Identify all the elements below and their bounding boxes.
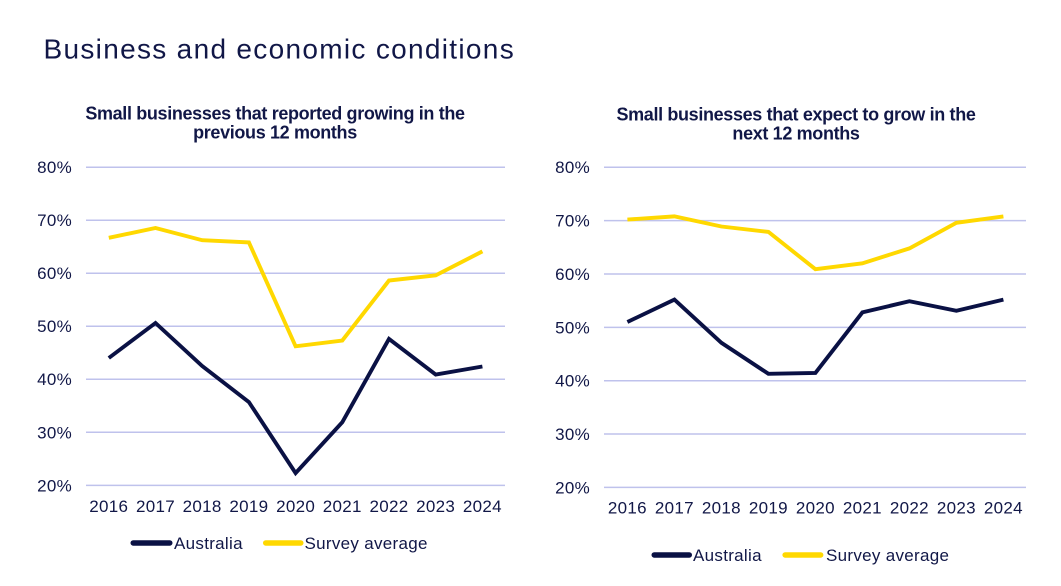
svg-text:Australia: Australia [693,546,762,565]
svg-text:2024: 2024 [984,498,1023,517]
svg-text:Survey average: Survey average [826,546,949,565]
svg-text:60%: 60% [555,265,590,284]
svg-text:50%: 50% [555,318,590,337]
svg-text:next 12 months: next 12 months [732,124,859,144]
svg-text:Small businesses that expect t: Small businesses that expect to grow in … [616,105,975,125]
svg-text:2019: 2019 [229,497,268,516]
svg-text:2022: 2022 [890,498,929,517]
svg-text:2017: 2017 [655,498,694,517]
svg-text:40%: 40% [555,372,590,391]
svg-text:2021: 2021 [843,498,882,517]
svg-text:2019: 2019 [749,498,788,517]
svg-text:2020: 2020 [796,498,835,517]
svg-text:2016: 2016 [608,498,647,517]
svg-text:2016: 2016 [89,497,128,516]
svg-text:30%: 30% [555,425,590,444]
svg-text:Business and economic conditio: Business and economic conditions [44,34,516,65]
svg-text:60%: 60% [37,264,72,283]
svg-text:2018: 2018 [702,498,741,517]
svg-text:50%: 50% [37,317,72,336]
svg-text:20%: 20% [555,478,590,497]
svg-text:2020: 2020 [276,497,315,516]
svg-text:20%: 20% [37,476,72,495]
svg-text:2017: 2017 [136,497,175,516]
svg-text:30%: 30% [37,423,72,442]
svg-text:Australia: Australia [174,534,243,553]
svg-text:2022: 2022 [369,497,408,516]
svg-text:2023: 2023 [416,497,455,516]
svg-text:80%: 80% [555,158,590,177]
svg-text:2023: 2023 [937,498,976,517]
svg-text:80%: 80% [37,158,72,177]
svg-text:70%: 70% [37,211,72,230]
svg-text:2018: 2018 [183,497,222,516]
svg-text:70%: 70% [555,212,590,231]
svg-text:2021: 2021 [323,497,362,516]
svg-text:2024: 2024 [463,497,502,516]
svg-text:Small businesses that reported: Small businesses that reported growing i… [85,104,465,124]
svg-text:previous 12 months: previous 12 months [193,123,357,143]
svg-text:Survey average: Survey average [305,534,428,553]
svg-text:40%: 40% [37,370,72,389]
